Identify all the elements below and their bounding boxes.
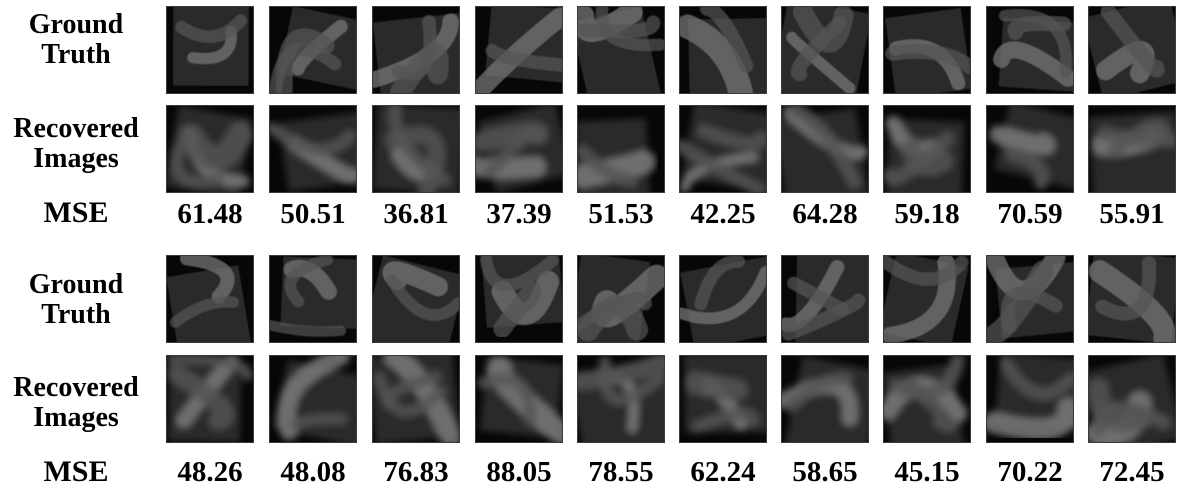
mse-value: 78.55	[588, 456, 654, 488]
ground-truth-image-1-2	[269, 6, 357, 94]
recovered-image-1-6	[679, 105, 767, 193]
ground-truth-image-2-1	[166, 255, 254, 343]
mse-value: 59.18	[894, 198, 960, 230]
ground-truth-image-2-10	[1088, 255, 1176, 343]
mse-value: 36.81	[383, 198, 449, 230]
mse-value: 48.08	[280, 456, 346, 488]
mse-value: 48.26	[177, 456, 243, 488]
recovered-image-1-9	[986, 105, 1074, 193]
mse-value: 51.53	[588, 198, 654, 230]
ground-truth-image-1-5	[577, 6, 665, 94]
recovered-image-1-4	[475, 105, 563, 193]
recovered-image-2-7	[781, 355, 869, 443]
recovered-image-1-8	[883, 105, 971, 193]
mse-value: 45.15	[894, 456, 960, 488]
recovered-image-2-6	[679, 355, 767, 443]
recovered-image-2-5	[577, 355, 665, 443]
mse-value: 88.05	[486, 456, 552, 488]
mse-value: 64.28	[792, 198, 858, 230]
mse-value: 72.45	[1099, 456, 1165, 488]
ground-truth-image-2-7	[781, 255, 869, 343]
mse-value: 70.22	[997, 456, 1063, 488]
mse-value: 70.59	[997, 198, 1063, 230]
recovered-images-label-1: Recovered Images	[13, 113, 139, 174]
ground-truth-image-1-3	[372, 6, 460, 94]
mse-value: 37.39	[486, 198, 552, 230]
recovered-image-2-1	[166, 355, 254, 443]
ground-truth-image-1-4	[475, 6, 563, 94]
ground-truth-image-2-5	[577, 255, 665, 343]
ground-truth-image-2-3	[372, 255, 460, 343]
ground-truth-image-1-10	[1088, 6, 1176, 94]
ground-truth-image-1-8	[883, 6, 971, 94]
mse-value: 61.48	[177, 198, 243, 230]
mse-value: 58.65	[792, 456, 858, 488]
recovered-image-2-4	[475, 355, 563, 443]
ground-truth-image-2-9	[986, 255, 1074, 343]
recovered-image-1-1	[166, 105, 254, 193]
ground-truth-image-1-6	[679, 6, 767, 94]
ground-truth-label-1: Ground Truth	[28, 9, 124, 70]
ground-truth-image-2-2	[269, 255, 357, 343]
ground-truth-image-1-9	[986, 6, 1074, 94]
ground-truth-image-1-1	[166, 6, 254, 94]
recovered-images-label-2: Recovered Images	[13, 372, 139, 433]
mse-label-1: MSE	[43, 196, 109, 229]
recovered-image-2-3	[372, 355, 460, 443]
ground-truth-image-2-6	[679, 255, 767, 343]
recovered-image-1-2	[269, 105, 357, 193]
mse-value: 55.91	[1099, 198, 1165, 230]
mse-value: 76.83	[383, 456, 449, 488]
mse-label-2: MSE	[43, 455, 109, 488]
ground-truth-image-2-8	[883, 255, 971, 343]
recovered-image-1-7	[781, 105, 869, 193]
ground-truth-label-2: Ground Truth	[28, 269, 124, 330]
recovered-image-2-9	[986, 355, 1074, 443]
recovered-image-1-10	[1088, 105, 1176, 193]
recovered-image-1-3	[372, 105, 460, 193]
ground-truth-image-2-4	[475, 255, 563, 343]
recovered-image-2-2	[269, 355, 357, 443]
recovered-image-2-10	[1088, 355, 1176, 443]
ground-truth-image-1-7	[781, 6, 869, 94]
mse-value: 50.51	[280, 198, 346, 230]
mse-value: 42.25	[690, 198, 756, 230]
recovered-image-1-5	[577, 105, 665, 193]
recovered-image-2-8	[883, 355, 971, 443]
mse-value: 62.24	[690, 456, 756, 488]
